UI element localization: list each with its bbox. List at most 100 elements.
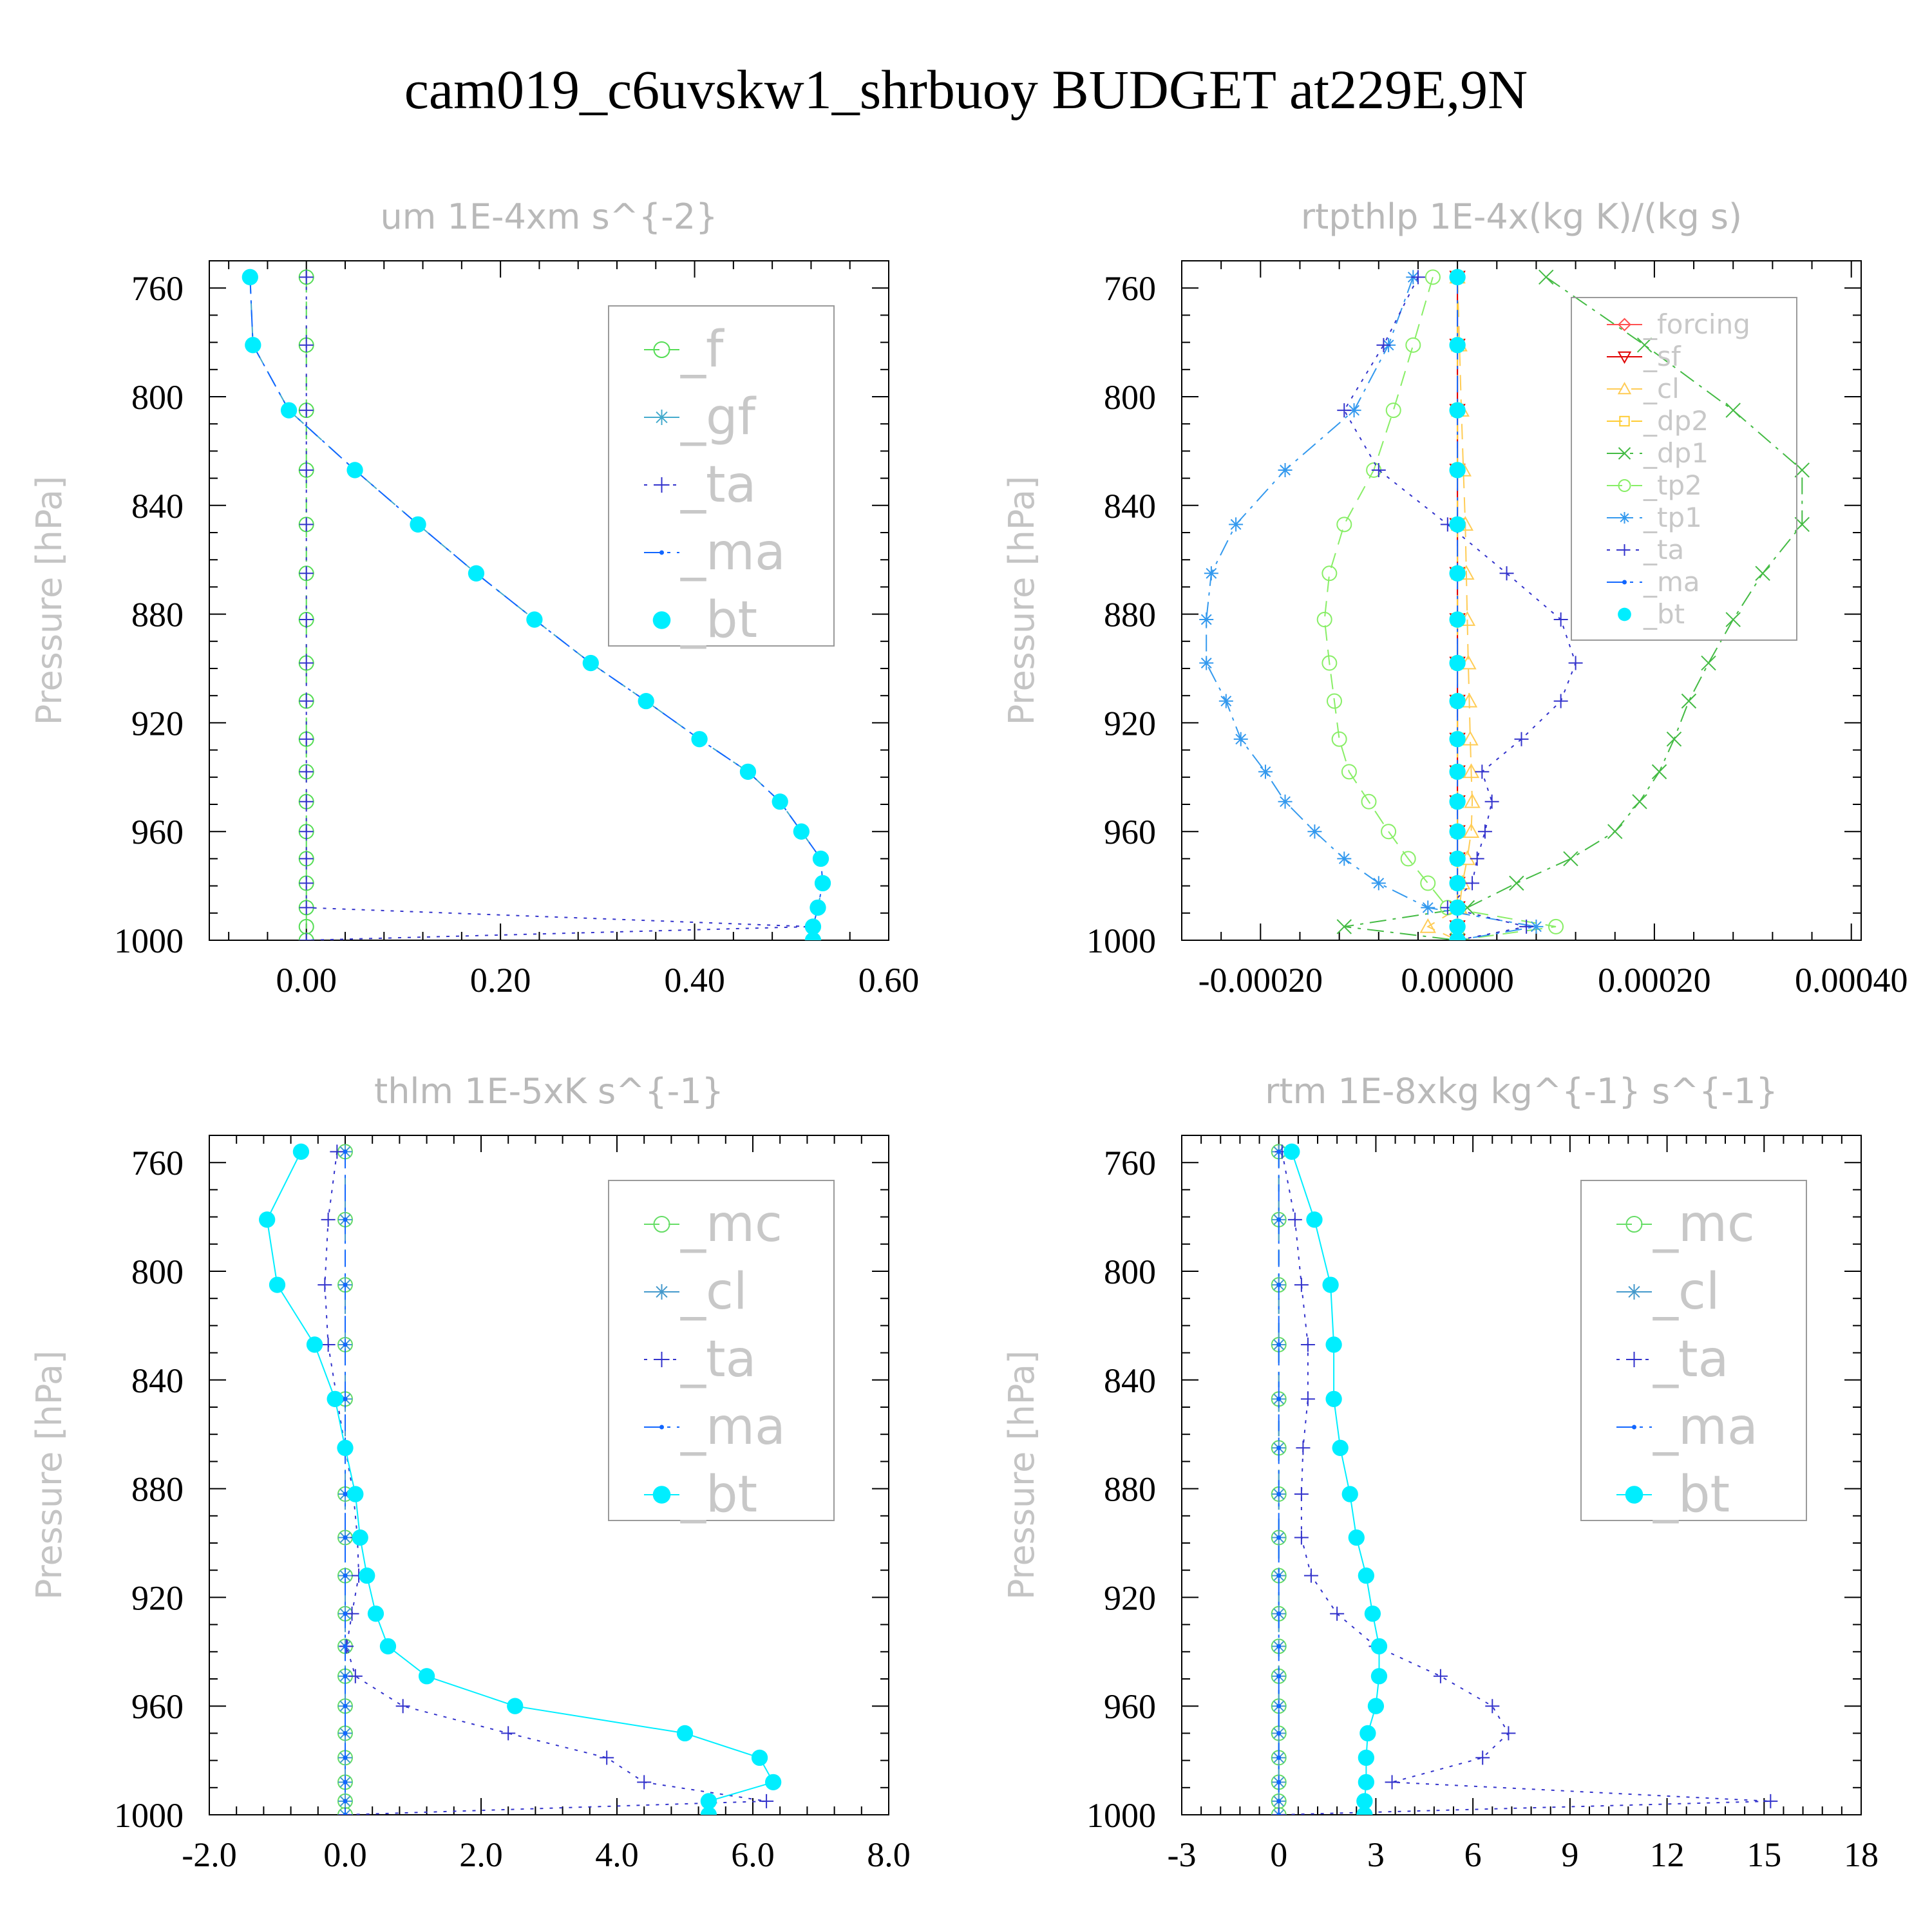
data-point [1499, 566, 1514, 581]
data-point [1651, 764, 1667, 780]
legend-label: _ta [1653, 1331, 1728, 1388]
legend-marker [1618, 317, 1631, 332]
data-point [1294, 1530, 1309, 1545]
data-point [347, 1486, 364, 1502]
data-point [1337, 403, 1352, 418]
data-point [1370, 1638, 1388, 1655]
series-bt [1449, 269, 1466, 940]
data-point [395, 1699, 410, 1714]
figure-title: cam019_c6uvskw1_shrbuoy BUDGET at229E,9N [404, 59, 1528, 120]
data-point [343, 1342, 348, 1347]
data-point [299, 517, 314, 532]
y-tick-label: 1000 [114, 922, 184, 960]
data-point [1449, 875, 1466, 892]
x-tick-label: 0.20 [470, 961, 531, 999]
data-point [299, 656, 314, 670]
data-point [299, 876, 314, 891]
legend-marker [654, 1352, 670, 1367]
data-point [1356, 1806, 1373, 1815]
data-point [1465, 876, 1480, 891]
legend-label: _cl [1643, 373, 1680, 404]
data-point [1449, 793, 1466, 810]
data-point [1475, 1750, 1490, 1765]
data-point [1371, 876, 1386, 891]
data-point [1400, 851, 1416, 867]
data-point [1258, 764, 1273, 779]
y-tick-label: 920 [131, 704, 184, 743]
data-point [410, 516, 426, 533]
data-point [1276, 1492, 1282, 1497]
y-tick-label: 880 [1104, 1470, 1156, 1509]
panel-2: rtpthlp 1E-4x(kg K)/(kg s) Pressure [hPa]… [1001, 196, 1908, 999]
data-point [1514, 732, 1529, 746]
data-point [1568, 656, 1583, 670]
data-point [1449, 850, 1466, 867]
data-point [379, 1638, 397, 1655]
x-tick-label: 8.0 [867, 1835, 911, 1874]
data-point [1763, 1794, 1778, 1808]
data-point [299, 764, 314, 779]
data-point [1336, 516, 1352, 533]
data-point [1325, 1336, 1342, 1353]
data-point [1385, 402, 1401, 419]
data-point [1449, 918, 1466, 935]
y-tick-label: 960 [131, 813, 184, 851]
data-point [1464, 793, 1481, 808]
data-point [1276, 1812, 1282, 1815]
data-point [1276, 1535, 1282, 1540]
data-point [1484, 794, 1499, 809]
legend-label: _tp2 [1643, 469, 1702, 501]
data-point [299, 566, 314, 581]
legend-label: _bt [1653, 1466, 1730, 1524]
data-point [1276, 1342, 1282, 1347]
legend-label: _ma [1653, 1398, 1758, 1456]
data-point [343, 1492, 348, 1497]
x-tick-label: 0.00020 [1598, 961, 1711, 999]
data-point [1322, 1276, 1339, 1293]
data-point [299, 933, 314, 940]
data-point [367, 1605, 384, 1622]
data-point [343, 1703, 348, 1709]
data-point [582, 654, 599, 672]
panel-1: um 1E-4xm s^{-2} Pressure [hPa] 760 800 840 8… [29, 196, 919, 999]
y-tick-label: 920 [131, 1578, 184, 1617]
data-point [1276, 1674, 1282, 1679]
data-point [1287, 1212, 1302, 1227]
panel-title: rtpthlp 1E-4x(kg K)/(kg s) [1301, 196, 1742, 237]
data-point [1539, 269, 1554, 285]
data-point [1331, 731, 1347, 747]
data-point [1367, 1698, 1385, 1714]
series-tp1 [1199, 270, 1544, 940]
series-tp2 [1316, 269, 1564, 940]
data-point [299, 612, 314, 627]
data-point [1449, 462, 1466, 478]
data-point [1276, 1573, 1282, 1578]
y-tick-label: 840 [1104, 1361, 1156, 1400]
data-point [1283, 1143, 1300, 1160]
series-ma [343, 1149, 348, 1815]
data-point [1477, 824, 1492, 839]
data-point [804, 918, 822, 935]
data-point [1278, 462, 1293, 477]
data-point [321, 1337, 336, 1352]
data-point [343, 1282, 348, 1287]
data-point [1666, 732, 1682, 747]
panel-title: thlm 1E-5xK s^{-1} [374, 1071, 724, 1112]
data-point [1607, 824, 1623, 839]
data-point [700, 1793, 717, 1810]
y-tick-label: 880 [131, 1470, 184, 1509]
series-bt [259, 1143, 782, 1815]
x-tick-label: 6 [1464, 1835, 1482, 1874]
series-cl [1419, 269, 1481, 940]
legend-label: _ma [680, 524, 786, 582]
data-point [676, 1725, 694, 1742]
data-point [1681, 693, 1697, 709]
y-tick-label: 800 [1104, 1253, 1156, 1291]
data-point [346, 462, 363, 478]
legend-box [608, 1180, 835, 1521]
legend-label: _cl [1653, 1263, 1720, 1321]
data-point [1463, 763, 1480, 779]
data-point [1276, 1445, 1282, 1450]
data-point [299, 732, 314, 746]
